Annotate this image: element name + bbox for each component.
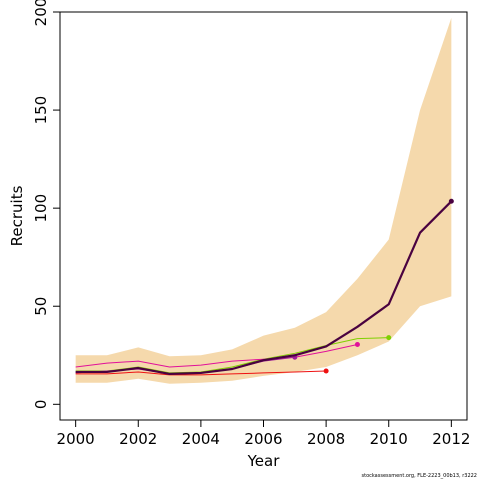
series-layer	[75, 198, 454, 376]
x-tick-label: 2012	[432, 430, 470, 448]
y-axis: 0 50 100 150 200	[32, 0, 61, 410]
series-end-point-1	[386, 335, 392, 341]
x-tick-label: 2000	[57, 430, 95, 448]
x-tick-label: 2010	[370, 430, 408, 448]
y-axis-title: Recruits	[8, 185, 26, 246]
x-axis: 2000 2002 2004 2006 2008 2010 2012	[57, 419, 470, 448]
series-end-point-4	[323, 368, 329, 374]
footnote: stockassessment.org, FLE-2223_00b13, r32…	[362, 473, 478, 479]
series-end-point-0	[448, 198, 454, 204]
confidence-band	[75, 17, 452, 384]
y-tick-label: 200	[32, 0, 50, 26]
y-tick-label: 0	[32, 400, 50, 410]
x-tick-label: 2002	[119, 430, 157, 448]
x-tick-label: 2006	[244, 430, 282, 448]
confidence-band-layer	[75, 17, 452, 384]
series-line-4	[75, 370, 327, 376]
y-tick-label: 150	[32, 96, 50, 125]
x-axis-title: Year	[247, 452, 281, 470]
series-line-0	[75, 200, 453, 376]
y-tick-label: 100	[32, 194, 50, 223]
series-line-2	[75, 343, 358, 368]
x-tick-label: 2008	[307, 430, 345, 448]
series-end-point-2	[354, 341, 360, 347]
x-tick-label: 2004	[182, 430, 220, 448]
y-tick-label: 50	[32, 297, 50, 316]
